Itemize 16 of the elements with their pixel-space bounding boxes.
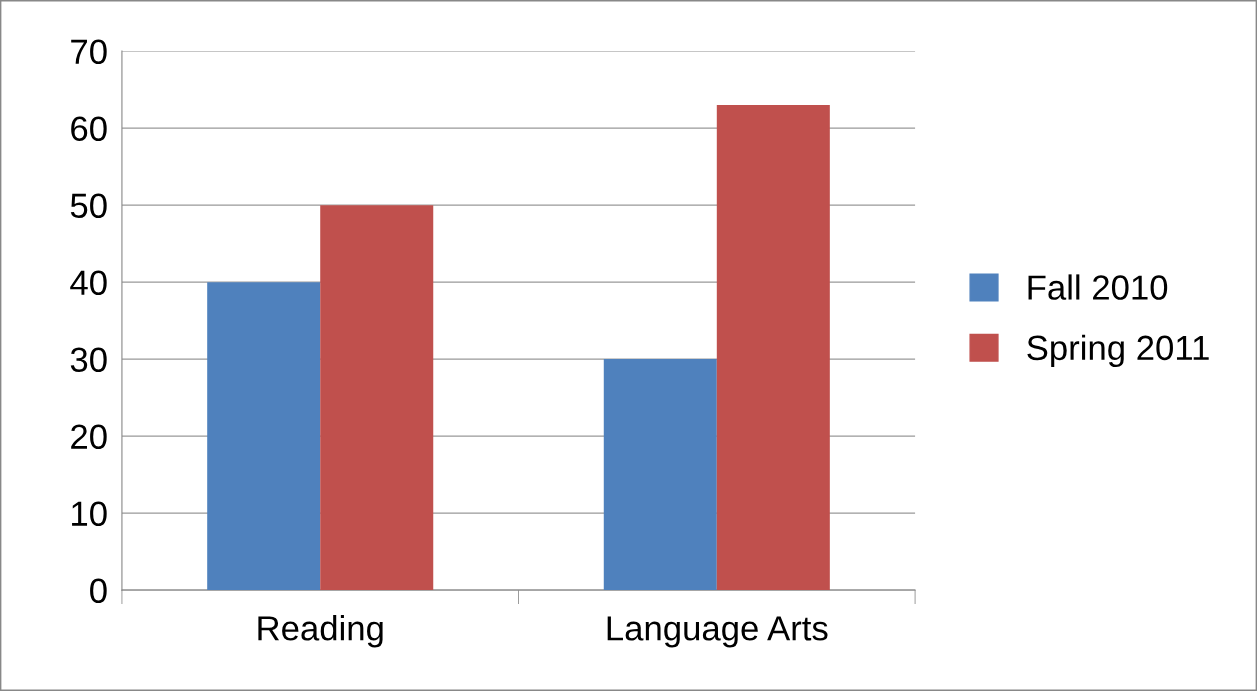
y-tick-label: 60 (71, 116, 107, 142)
x-tick-label: Language Arts (607, 616, 828, 648)
y-tick-label: 70 (71, 39, 107, 65)
y-tick-label: 40 (70, 270, 107, 296)
y-tick-label: 10 (72, 501, 107, 527)
legend-label: Spring 2011 (1027, 334, 1209, 368)
bar (603, 359, 717, 591)
y-tick-label: 30 (70, 347, 107, 373)
x-tick-label: Reading (258, 615, 383, 648)
y-tick-label: 0 (90, 578, 107, 604)
y-tick-label: 20 (71, 424, 107, 450)
bar (207, 282, 321, 591)
y-tick-label: 50 (70, 193, 107, 219)
bar (716, 105, 830, 591)
bar (320, 205, 434, 591)
legend-label: Fall 2010 (1028, 274, 1168, 300)
